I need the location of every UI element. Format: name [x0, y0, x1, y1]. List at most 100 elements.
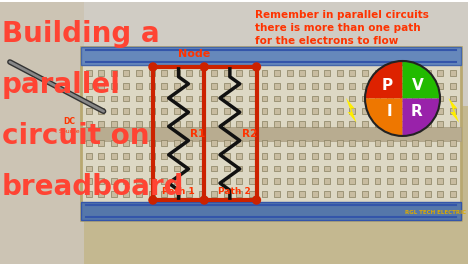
Bar: [86, 153, 92, 159]
Bar: [211, 108, 217, 114]
Bar: [450, 153, 456, 159]
Bar: [161, 153, 167, 159]
Bar: [374, 153, 381, 159]
Bar: [387, 83, 393, 89]
Text: breadboard: breadboard: [2, 173, 184, 201]
Bar: [173, 191, 180, 197]
Bar: [324, 140, 330, 146]
Bar: [362, 70, 368, 76]
Bar: [425, 165, 431, 172]
Bar: [400, 165, 406, 172]
Bar: [287, 70, 292, 76]
Bar: [412, 95, 418, 101]
Bar: [374, 178, 381, 184]
Bar: [312, 70, 318, 76]
Wedge shape: [402, 98, 440, 136]
Bar: [400, 83, 406, 89]
Bar: [262, 95, 267, 101]
Bar: [349, 95, 356, 101]
Bar: [249, 191, 255, 197]
Bar: [299, 121, 305, 127]
Bar: [81, 47, 461, 220]
Bar: [237, 108, 242, 114]
Bar: [374, 140, 381, 146]
Bar: [362, 108, 368, 114]
Bar: [124, 140, 129, 146]
Bar: [425, 121, 431, 127]
Bar: [0, 106, 468, 264]
Bar: [274, 83, 280, 89]
Bar: [400, 121, 406, 127]
Bar: [374, 191, 381, 197]
Bar: [412, 191, 418, 197]
Bar: [450, 121, 456, 127]
Bar: [274, 140, 280, 146]
Bar: [374, 121, 381, 127]
Bar: [186, 108, 192, 114]
Bar: [224, 140, 230, 146]
Bar: [337, 191, 343, 197]
Bar: [237, 95, 242, 101]
Bar: [111, 140, 117, 146]
Bar: [211, 121, 217, 127]
Bar: [438, 191, 443, 197]
Bar: [173, 165, 180, 172]
Bar: [161, 108, 167, 114]
Circle shape: [149, 63, 157, 71]
Bar: [262, 140, 267, 146]
Bar: [299, 165, 305, 172]
Bar: [362, 191, 368, 197]
Bar: [450, 178, 456, 184]
Bar: [237, 153, 242, 159]
Bar: [274, 108, 280, 114]
Bar: [425, 178, 431, 184]
Bar: [412, 83, 418, 89]
Bar: [186, 153, 192, 159]
Bar: [111, 70, 117, 76]
Bar: [425, 108, 431, 114]
Bar: [412, 70, 418, 76]
Bar: [324, 153, 330, 159]
Bar: [86, 108, 92, 114]
Bar: [249, 121, 255, 127]
Bar: [224, 108, 230, 114]
Bar: [287, 83, 292, 89]
Bar: [387, 121, 393, 127]
Bar: [99, 95, 104, 101]
Bar: [173, 108, 180, 114]
Bar: [86, 70, 92, 76]
Bar: [438, 165, 443, 172]
Bar: [224, 153, 230, 159]
Bar: [450, 95, 456, 101]
Bar: [211, 153, 217, 159]
Bar: [412, 165, 418, 172]
Bar: [438, 95, 443, 101]
Text: R: R: [411, 104, 423, 119]
Circle shape: [201, 196, 208, 204]
Bar: [374, 165, 381, 172]
Bar: [124, 108, 129, 114]
Bar: [124, 153, 129, 159]
Bar: [249, 108, 255, 114]
Text: Node: Node: [178, 49, 210, 59]
Bar: [161, 140, 167, 146]
Bar: [148, 153, 155, 159]
Bar: [299, 191, 305, 197]
Text: R2: R2: [242, 129, 257, 139]
Bar: [450, 108, 456, 114]
Bar: [148, 121, 155, 127]
Bar: [136, 70, 142, 76]
Wedge shape: [365, 98, 402, 136]
Bar: [161, 83, 167, 89]
Bar: [111, 121, 117, 127]
Bar: [173, 140, 180, 146]
Bar: [161, 70, 167, 76]
Wedge shape: [402, 61, 440, 98]
Bar: [374, 108, 381, 114]
Bar: [400, 140, 406, 146]
Bar: [173, 153, 180, 159]
Bar: [148, 83, 155, 89]
Bar: [262, 121, 267, 127]
Bar: [136, 191, 142, 197]
Bar: [249, 70, 255, 76]
